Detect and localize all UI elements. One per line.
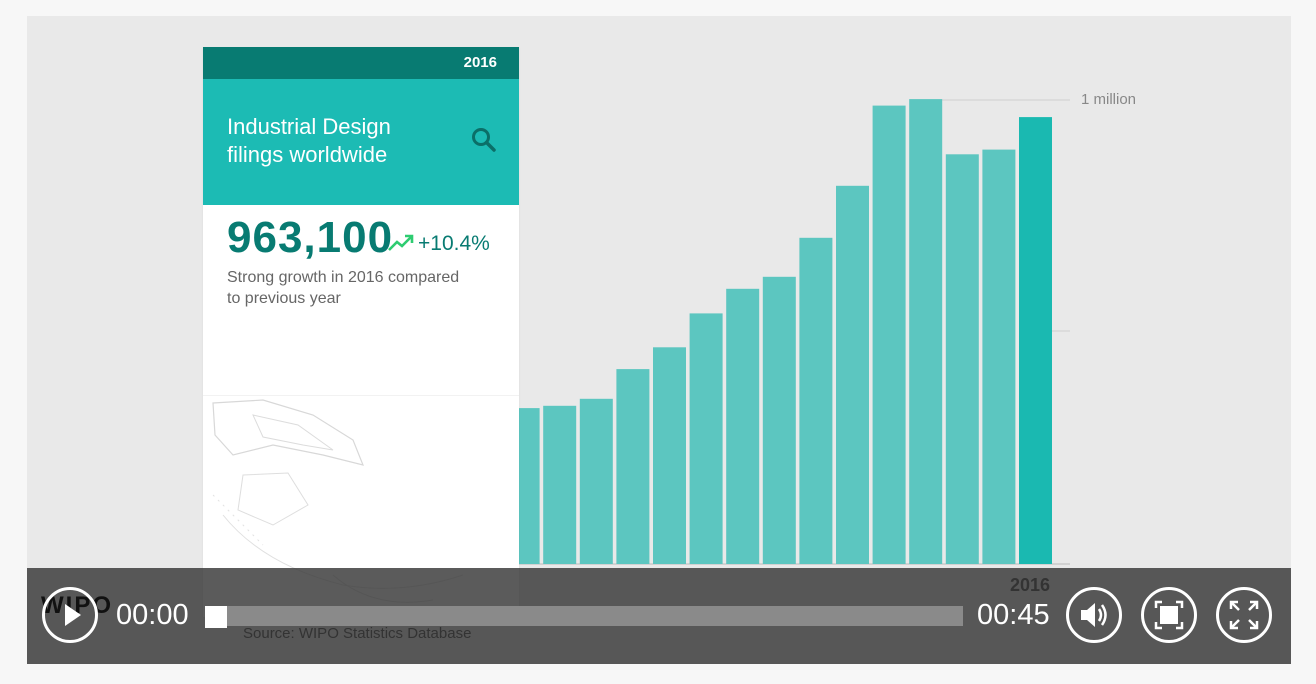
bar-2013 (909, 99, 943, 564)
info-card: 2016 Industrial Design filings worldwide… (203, 47, 519, 617)
progress-track[interactable] (205, 606, 963, 626)
current-time: 00:00 (116, 599, 189, 631)
bar-2011 (836, 185, 869, 565)
fullscreen-button[interactable] (1216, 587, 1272, 643)
card-year-badge: 2016 (203, 47, 519, 79)
bar-2015 (982, 149, 1016, 564)
volume-icon (1081, 603, 1107, 627)
bar-2012 (872, 105, 906, 564)
bar-2010 (799, 237, 833, 565)
play-icon (65, 604, 81, 626)
fit-screen-button[interactable] (1141, 587, 1197, 643)
bar-2005 (616, 369, 650, 564)
video-controls-bar: WIPO Source: WIPO Statistics Database 00… (27, 568, 1291, 664)
card-description-line-1: Strong growth in 2016 compared (227, 269, 460, 286)
bar-2016 (1019, 117, 1052, 564)
bar-2009 (762, 276, 796, 564)
card-title: Industrial Design filings worldwide (227, 113, 447, 169)
y-tick-label-1-million: 1 million (1081, 91, 1136, 108)
card-description-line-2: to previous year (227, 290, 341, 307)
bar-2014 (945, 154, 979, 565)
bar-2008 (726, 288, 760, 564)
bar-2007 (689, 313, 723, 564)
duration-time: 00:45 (977, 599, 1050, 631)
trending-up-icon (388, 234, 414, 251)
progress-thumb[interactable] (205, 606, 227, 628)
fit-screen-icon (1154, 600, 1184, 630)
play-button[interactable] (42, 587, 98, 643)
card-title-line-1: Industrial Design (227, 114, 391, 139)
card-title-line-2: filings worldwide (227, 142, 388, 167)
video-stage[interactable]: 1 million 1996 2016 2016 Industrial Desi… (27, 16, 1291, 664)
volume-button[interactable] (1066, 587, 1122, 643)
top-strip (27, 0, 1291, 16)
card-header: Industrial Design filings worldwide (203, 79, 519, 205)
bar-2003 (543, 405, 577, 564)
search-icon[interactable] (471, 127, 497, 153)
fullscreen-icon (1229, 600, 1259, 630)
card-description: Strong growth in 2016 compared to previo… (227, 267, 507, 309)
bar-2006 (653, 347, 686, 564)
source-note: Source: WIPO Statistics Database (243, 625, 472, 642)
card-change: +10.4% (418, 232, 490, 255)
card-value: 963,100 (227, 213, 394, 262)
bar-2004 (579, 398, 613, 564)
